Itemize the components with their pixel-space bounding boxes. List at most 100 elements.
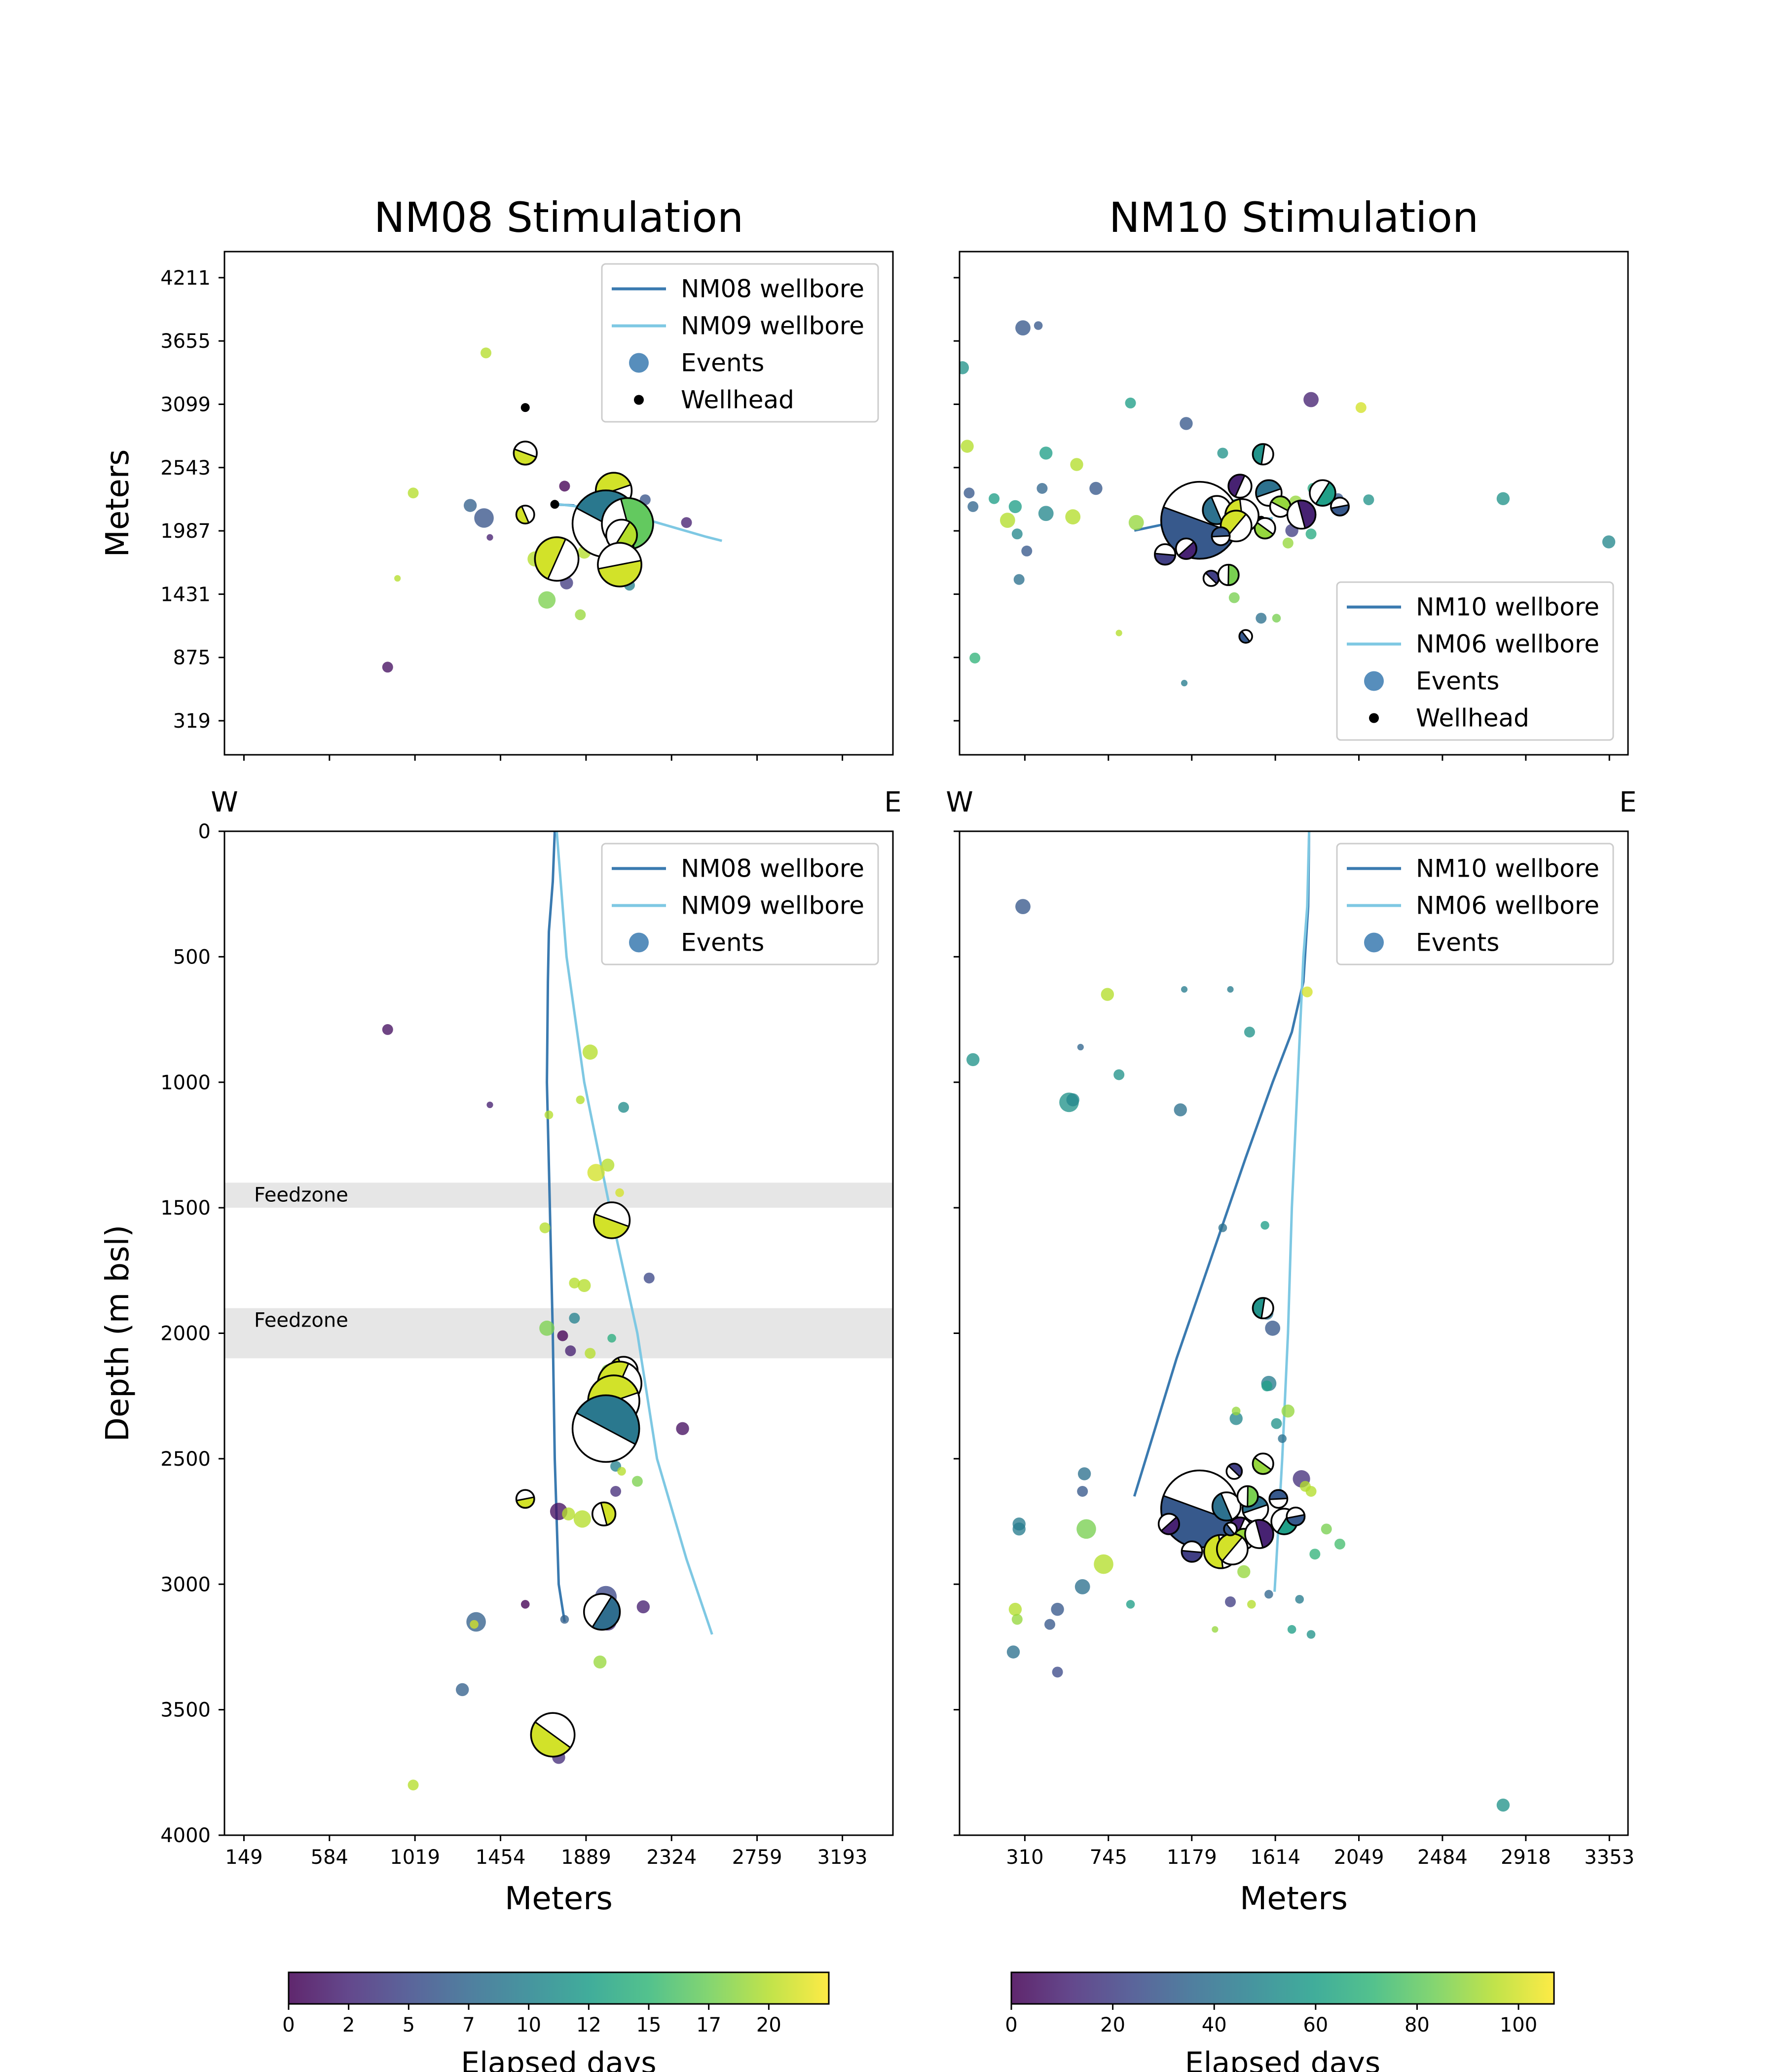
beachball-outline (571, 1394, 640, 1463)
west-label: W (211, 786, 238, 818)
plot-area (966, 831, 1510, 1812)
legend-label: NM08 wellbore (681, 854, 864, 883)
event-point (486, 1101, 493, 1109)
event-point (585, 1348, 596, 1359)
nodal-plane (514, 448, 537, 458)
legend-label: Events (681, 928, 764, 957)
event-point (1363, 494, 1374, 506)
nodal-plane (1260, 444, 1265, 465)
event-point (1089, 481, 1103, 495)
nodal-plane (1243, 1504, 1268, 1514)
event-point (1094, 1554, 1113, 1574)
event-point (1496, 492, 1510, 505)
y-tick-label: 0 (198, 820, 211, 843)
event-point (636, 1600, 650, 1614)
colorbar-tick-label: 12 (576, 2014, 601, 2036)
nodal-plane (1287, 1514, 1305, 1519)
beachball-outline (534, 536, 580, 582)
beachball-icon (1225, 1462, 1243, 1480)
event-point (1231, 1406, 1241, 1416)
nodal-plane (516, 1496, 534, 1502)
event-point (1125, 397, 1136, 408)
beachball-quadrant (621, 498, 653, 549)
beachball-quadrant (1205, 570, 1219, 584)
event-point (631, 1476, 643, 1487)
legend-box (1336, 581, 1614, 741)
nodal-plane (1269, 1497, 1288, 1500)
panel-2: NM10 Stimulation NM10 wellbore NM06 wellbo… (954, 193, 1629, 761)
event-point (582, 1044, 598, 1060)
beachball-icon (583, 1593, 621, 1631)
legend-wellhead-swatch (634, 395, 644, 405)
colorbar-2: 0 20 40 60 80 100 Elapsed days (1005, 1971, 1555, 2072)
event-point (481, 347, 492, 359)
x-tick-label: 1019 (390, 1846, 440, 1869)
beachball-outline (1154, 543, 1177, 566)
colorbar-tick-label: 0 (282, 2014, 295, 2036)
beachball-icon (1244, 1519, 1274, 1549)
nodal-plane (1212, 535, 1230, 538)
beachball-outline (1227, 474, 1253, 499)
event-point (1038, 506, 1054, 521)
colorbar-label: Elapsed days (461, 2046, 656, 2072)
event-point (960, 361, 969, 374)
event-point (1309, 1549, 1321, 1560)
y-tick-label: 3099 (160, 393, 211, 416)
event-point (1237, 1565, 1251, 1579)
event-point (1287, 1625, 1296, 1634)
feedzone-label: Feedzone (254, 1309, 348, 1332)
nodal-plane (1331, 504, 1349, 509)
legend-label: NM08 wellbore (681, 275, 864, 303)
legend: NM10 wellbore NM06 wellbore Events (1336, 843, 1614, 965)
beachball-quadrant (1316, 482, 1335, 506)
event-point (565, 1345, 576, 1357)
nodal-plane (1227, 564, 1229, 586)
beachball-icon (515, 1489, 535, 1509)
y-tick-label: 4000 (160, 1824, 211, 1847)
nodal-plane (600, 1502, 608, 1525)
beachball-icon (1252, 1452, 1274, 1475)
beachball-icon (592, 1201, 631, 1239)
colorbar-tick-label: 60 (1303, 2014, 1328, 2036)
event-point (578, 1279, 591, 1293)
beachball-outline (1330, 496, 1350, 517)
y-tick-label: 4211 (160, 267, 211, 290)
beachball-outline (1255, 479, 1283, 507)
wellhead-point (520, 403, 530, 412)
event-point (559, 481, 570, 492)
legend-label: NM06 wellbore (1416, 891, 1599, 920)
legend-dot-swatch (629, 932, 649, 953)
beachball-icon (1252, 1297, 1274, 1320)
beachball-outline (515, 505, 535, 525)
beachball-outline (592, 1201, 631, 1239)
beachball-outline (1286, 1506, 1306, 1526)
beachball-outline (597, 542, 642, 588)
beachball-outline (1309, 479, 1336, 507)
x-tick-label: 2324 (646, 1846, 697, 1869)
beachball-quadrant (1178, 542, 1197, 559)
beachball-icon (1286, 1506, 1306, 1526)
event-point (1272, 614, 1281, 623)
event-point (407, 487, 419, 499)
beachball-outline (513, 441, 538, 466)
beachball-quadrant (1269, 1490, 1288, 1500)
beachball-quadrant (535, 537, 566, 579)
wellbore-line (555, 831, 713, 1635)
event-point (1181, 680, 1188, 687)
colorbar-tick-label: 20 (756, 2014, 781, 2036)
event-point (539, 1222, 551, 1233)
beachball-icon (1254, 517, 1276, 540)
beachball-quadrant (1154, 554, 1176, 565)
y-tick-label: 500 (173, 946, 211, 968)
event-point (407, 1779, 419, 1791)
beachball-icon (1202, 569, 1220, 587)
beachball-icon (1211, 526, 1231, 546)
event-point (470, 1620, 479, 1629)
nodal-plane (1221, 1537, 1243, 1561)
legend-dot-swatch (629, 353, 649, 373)
x-tick-label: 2484 (1417, 1846, 1468, 1869)
beachball-icon (1238, 629, 1253, 644)
nodal-plane (1256, 521, 1274, 535)
event-point (587, 1164, 605, 1182)
